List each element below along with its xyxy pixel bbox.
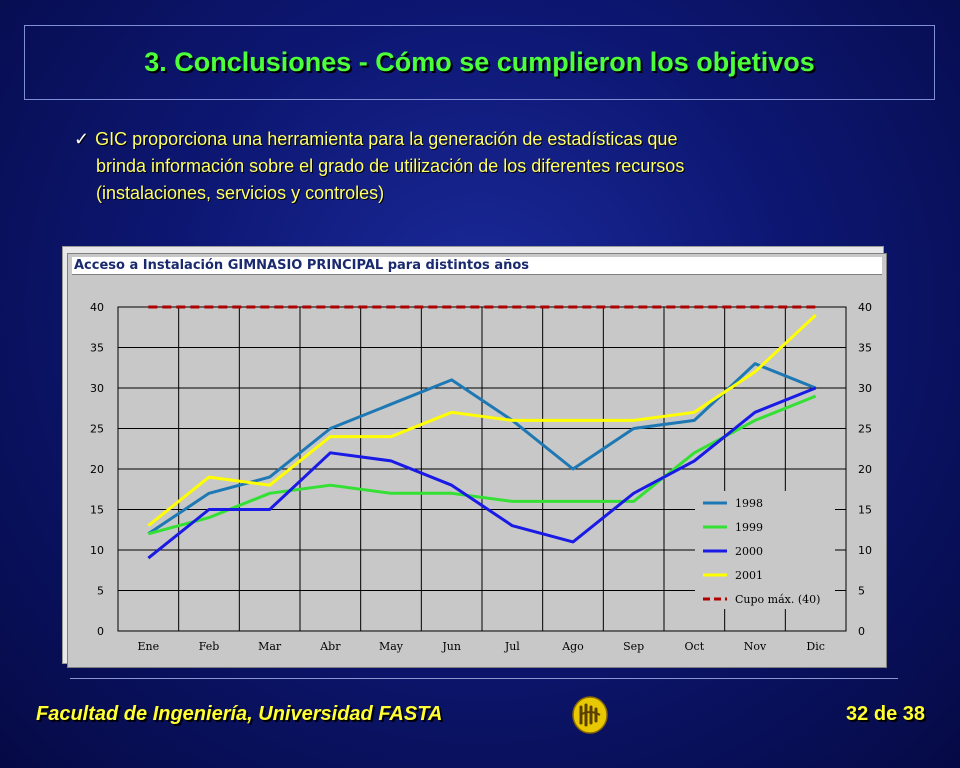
series-line-2: [147, 394, 817, 536]
x-tick-label: Feb: [199, 640, 220, 653]
x-tick-label: May: [379, 640, 404, 653]
chart-title: Acceso a Instalación GIMNASIO PRINCIPAL …: [72, 257, 882, 275]
check-icon: ✓: [74, 129, 90, 149]
y-tick-label-left: 25: [90, 423, 104, 436]
y-tick-label-right: 25: [858, 423, 872, 436]
series-line-3: [147, 386, 817, 560]
slide-title: 3. Conclusiones - Cómo se cumplieron los…: [144, 47, 815, 77]
legend-label: 2000: [735, 545, 763, 558]
y-tick-label-right: 10: [858, 544, 872, 557]
y-tick-label-left: 10: [90, 544, 104, 557]
bullet-line-1: GIC proporciona una herramienta para la …: [95, 129, 678, 149]
y-tick-label-right: 5: [858, 585, 865, 598]
series-line-4: [147, 314, 817, 527]
y-tick-label-left: 20: [90, 463, 104, 476]
y-tick-label-left: 40: [90, 301, 104, 314]
x-tick-label: Sep: [623, 640, 644, 653]
bullet-line-3: (instalaciones, servicios y controles): [96, 183, 385, 203]
footer-page-number: 32 de 38: [846, 703, 925, 725]
y-tick-label-right: 35: [858, 342, 872, 355]
footer-institution: Facultad de Ingeniería, Universidad FAST…: [36, 703, 443, 725]
legend-label: Cupo máx. (40): [735, 593, 820, 606]
series-line-1: [147, 362, 817, 536]
y-tick-label-left: 35: [90, 342, 104, 355]
x-tick-label: Ago: [561, 640, 584, 653]
x-tick-label: Mar: [258, 640, 282, 653]
y-tick-label-left: 0: [97, 625, 104, 638]
bullet-line-2: brinda información sobre el grado de uti…: [96, 156, 685, 176]
y-tick-label-left: 5: [97, 585, 104, 598]
y-tick-label-left: 30: [90, 382, 104, 395]
x-tick-label: Jun: [441, 640, 461, 653]
bullet-text: ✓ GIC proporciona una herramienta para la…: [74, 126, 904, 207]
x-tick-label: Jul: [504, 640, 520, 653]
x-tick-label: Ene: [138, 640, 160, 653]
y-tick-label-right: 20: [858, 463, 872, 476]
y-tick-label-left: 15: [90, 504, 104, 517]
y-tick-label-right: 40: [858, 301, 872, 314]
x-tick-label: Dic: [806, 640, 825, 653]
x-tick-label: Oct: [685, 640, 705, 653]
title-box: 3. Conclusiones - Cómo se cumplieron los…: [24, 25, 935, 100]
footer-divider: [70, 678, 898, 679]
legend-label: 1998: [735, 497, 763, 510]
legend-label: 2001: [735, 569, 763, 582]
legend-label: 1999: [735, 521, 763, 534]
y-tick-label-right: 30: [858, 382, 872, 395]
x-tick-label: Nov: [744, 640, 767, 653]
y-tick-label-right: 15: [858, 504, 872, 517]
x-tick-label: Abr: [319, 640, 341, 653]
y-tick-label-right: 0: [858, 625, 865, 638]
university-logo-icon: [572, 696, 608, 734]
